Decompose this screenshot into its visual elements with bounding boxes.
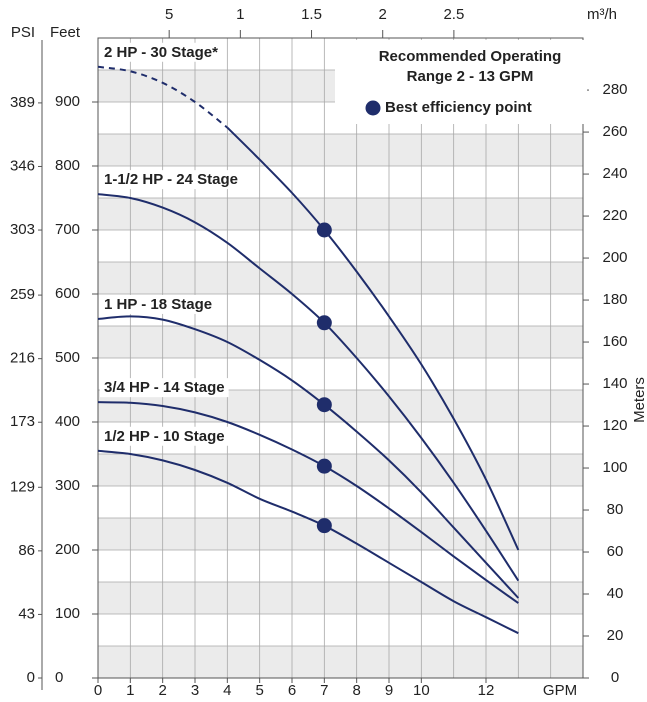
series-label: 1/2 HP - 10 Stage: [104, 428, 225, 445]
psi-tick-label: 216: [10, 350, 35, 367]
legend-label: Best efficiency point: [385, 99, 532, 116]
y2-tick-label: 240: [602, 165, 627, 182]
pump-curve: [97, 65, 228, 129]
x-tick-label: 5: [255, 682, 263, 699]
x-tick-label: 6: [288, 682, 296, 699]
pump-curve: [97, 449, 519, 635]
x2-tick-label: 1.5: [301, 6, 322, 23]
pump-curve: [226, 126, 520, 551]
pump-curve: [97, 193, 520, 582]
band: [98, 134, 583, 166]
y-tick-label: 500: [55, 349, 80, 366]
y2-axis-label: Meters: [631, 377, 647, 423]
y2-tick-label: 120: [602, 417, 627, 434]
psi-tick-label: 259: [10, 286, 35, 303]
y2-tick-label: 180: [602, 291, 627, 308]
psi-axis-label: PSI: [11, 24, 35, 41]
pump-curve: [97, 401, 519, 604]
y2-tick-label: 40: [607, 585, 624, 602]
y-tick-label: 600: [55, 285, 80, 302]
y-tick-label: 100: [55, 605, 80, 622]
x-tick-label: 7: [320, 682, 328, 699]
series-label-bg: [100, 170, 242, 190]
bep-point: [316, 458, 332, 474]
y2-tick-label: 60: [607, 543, 624, 560]
bep-point: [316, 222, 332, 238]
y-tick-label: 900: [55, 93, 80, 110]
band: [98, 326, 583, 358]
y2-tick-label: 20: [607, 627, 624, 644]
x-tick-label: 2: [158, 682, 166, 699]
y-tick-label: 700: [55, 221, 80, 238]
y2-tick-label: 220: [602, 207, 627, 224]
psi-tick-label: 173: [10, 413, 35, 430]
band: [98, 198, 583, 230]
psi-tick-label: 303: [10, 221, 35, 238]
legend-marker: [365, 100, 381, 116]
x-axis-label: GPM: [543, 682, 577, 699]
y2-tick-label: 100: [602, 459, 627, 476]
y-tick-label: 300: [55, 477, 80, 494]
series-label: 3/4 HP - 14 Stage: [104, 379, 225, 396]
y-axis-label: Feet: [50, 24, 81, 41]
series-label-bg: [100, 426, 229, 446]
x-tick-label: 9: [385, 682, 393, 699]
y2-tick-label: 80: [607, 501, 624, 518]
y-tick-label: 200: [55, 541, 80, 558]
psi-tick-label: 389: [10, 94, 35, 111]
x-tick-label: 3: [191, 682, 199, 699]
band: [98, 646, 583, 678]
x-tick-label: 4: [223, 682, 231, 699]
x-tick-label: 12: [478, 682, 495, 699]
psi-tick-label: 0: [27, 669, 35, 686]
x-tick-label: 1: [126, 682, 134, 699]
y-tick-label: 800: [55, 157, 80, 174]
series-label-bg: [100, 378, 229, 398]
bep-point: [316, 315, 332, 331]
series-label: 2 HP - 30 Stage*: [104, 44, 218, 61]
y2-tick-label: 200: [602, 249, 627, 266]
x-tick-label: 0: [94, 682, 102, 699]
psi-tick-label: 43: [18, 605, 35, 622]
x2-tick-label: 5: [165, 6, 173, 23]
psi-tick-label: 86: [18, 542, 35, 559]
y2-tick-label: 140: [602, 375, 627, 392]
band: [98, 582, 583, 614]
x-tick-label: 10: [413, 682, 430, 699]
x2-axis-label: m³/h: [587, 6, 617, 23]
pump-curve: [97, 315, 520, 599]
series-label-bg: [100, 42, 223, 62]
x2-tick-label: 2: [379, 6, 387, 23]
psi-tick-label: 129: [10, 478, 35, 495]
annotation: Recommended Operating: [379, 48, 562, 65]
band: [98, 454, 583, 486]
y2-tick-label: 260: [602, 123, 627, 140]
bep-point: [316, 397, 332, 413]
y2-tick-label: 0: [611, 669, 619, 686]
psi-tick-label: 346: [10, 157, 35, 174]
x2-tick-label: 2.5: [443, 6, 464, 23]
x-tick-label: 8: [352, 682, 360, 699]
bep-point: [316, 518, 332, 534]
series-label: 1 HP - 18 Stage: [104, 296, 212, 313]
series-label: 1-1/2 HP - 24 Stage: [104, 171, 238, 188]
x2-tick-label: 1: [236, 6, 244, 23]
y-tick-label: 0: [55, 669, 63, 686]
band: [98, 262, 583, 294]
annotation: Range 2 - 13 GPM: [407, 68, 534, 85]
y2-tick-label: 160: [602, 333, 627, 350]
y-tick-label: 400: [55, 413, 80, 430]
series-label-bg: [100, 294, 217, 314]
y2-tick-label: 280: [602, 81, 627, 98]
